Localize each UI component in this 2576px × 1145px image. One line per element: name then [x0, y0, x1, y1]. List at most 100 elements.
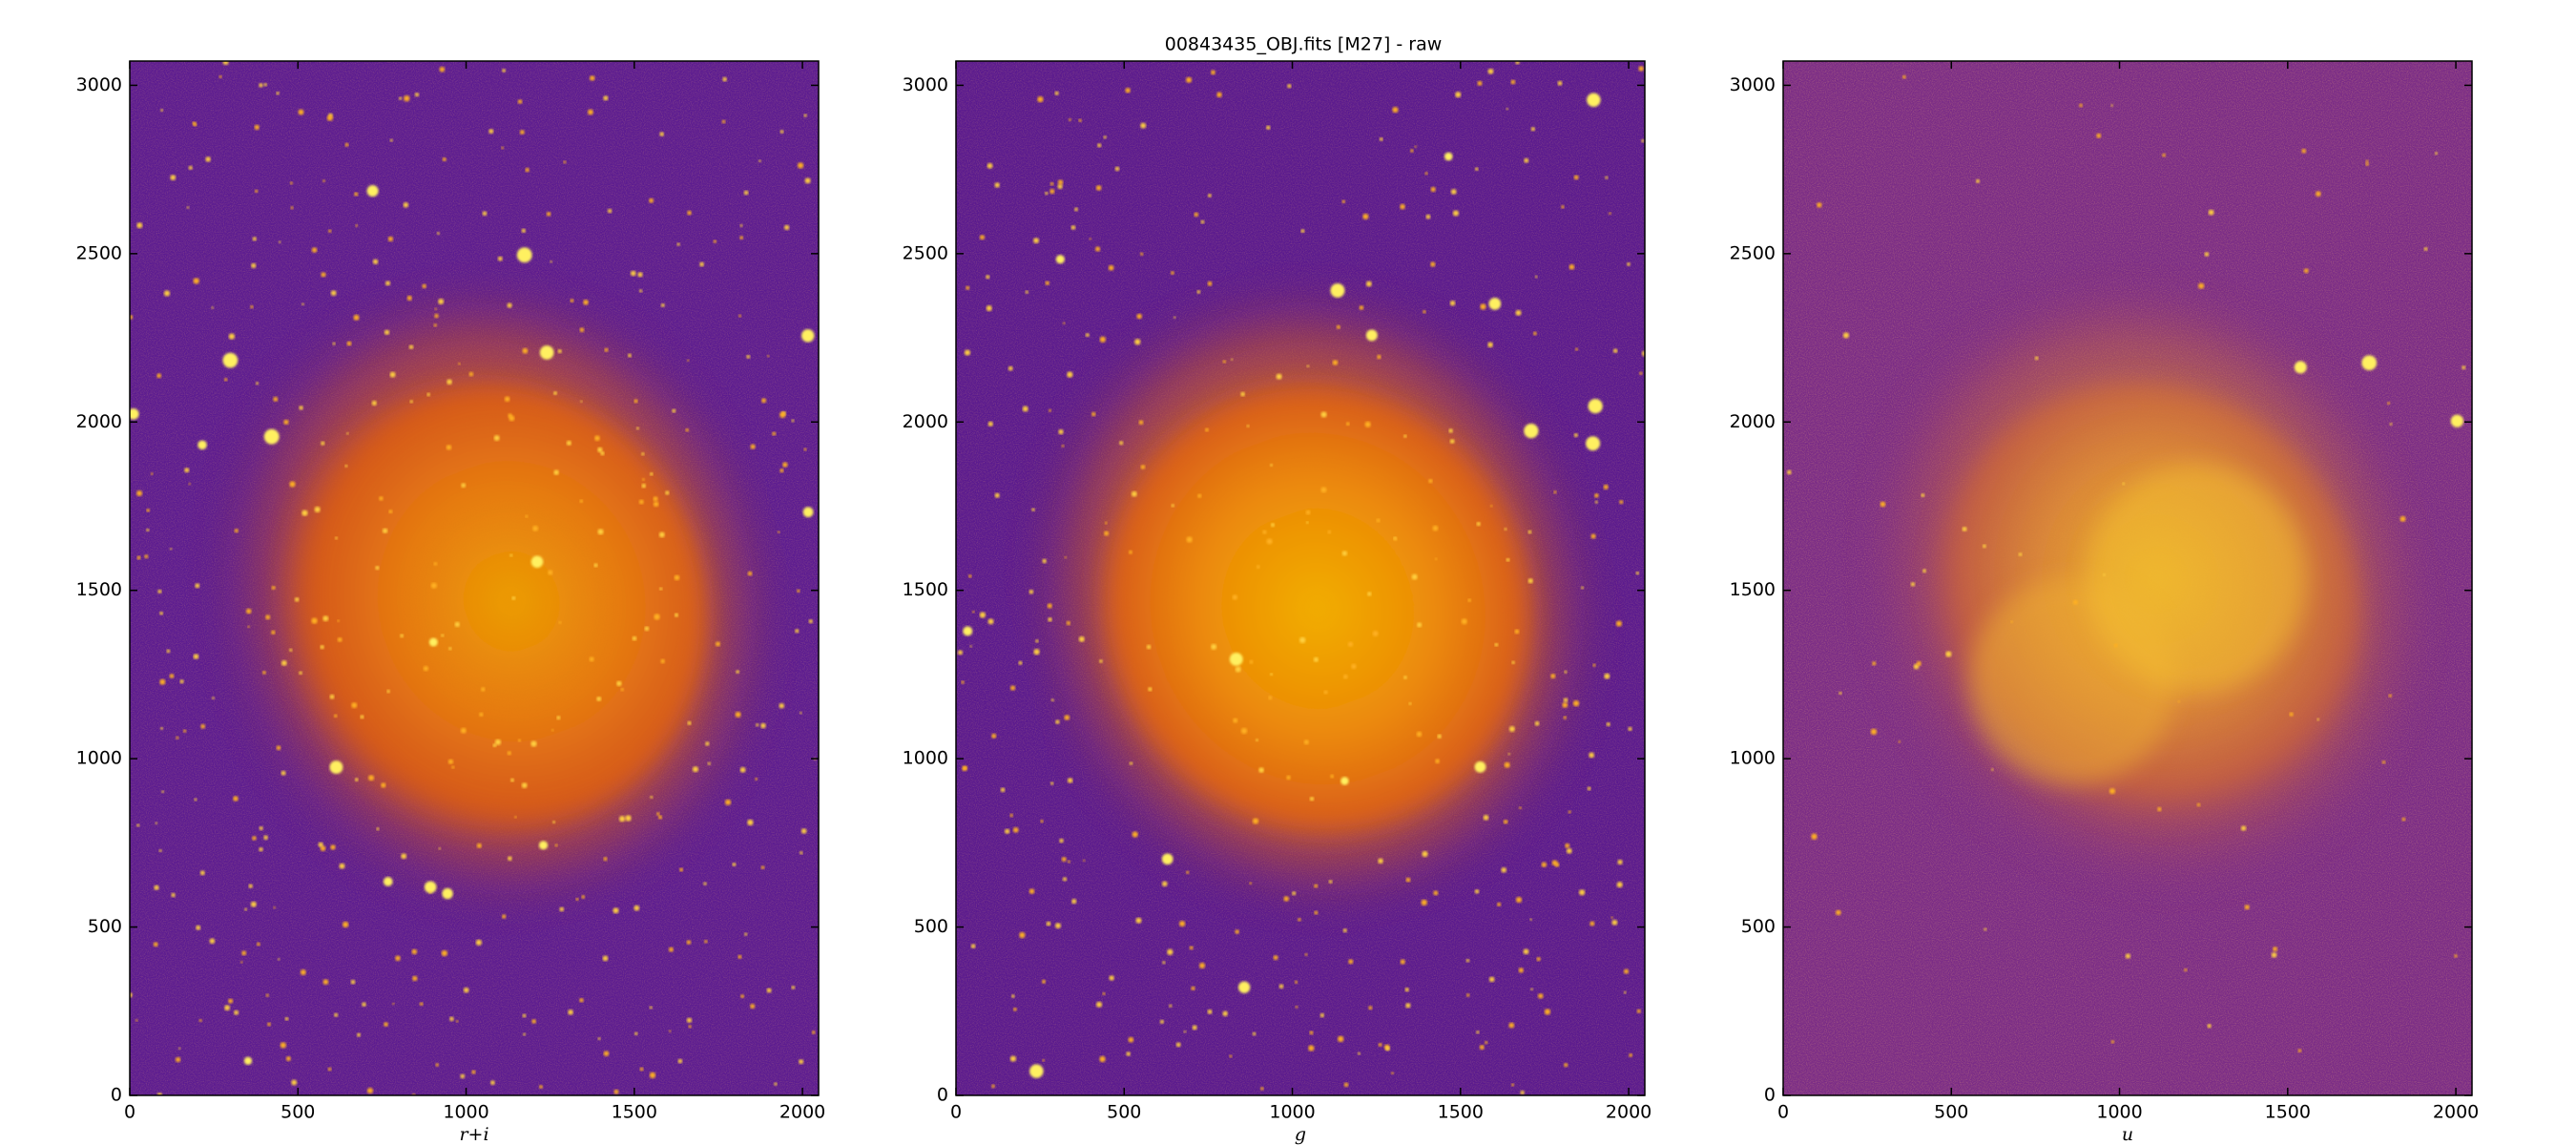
star: [289, 181, 293, 185]
star: [379, 496, 384, 501]
star: [366, 185, 379, 198]
star: [1839, 691, 1842, 696]
star: [146, 509, 151, 512]
star: [1235, 929, 1239, 934]
star: [1641, 350, 1645, 357]
x-tick-label: 0: [124, 1102, 135, 1123]
star: [243, 1056, 253, 1066]
star: [1211, 70, 1215, 75]
star: [654, 614, 660, 620]
star: [803, 114, 807, 117]
star: [774, 1082, 778, 1086]
star: [1049, 188, 1055, 195]
star: [251, 262, 257, 269]
star: [522, 347, 529, 354]
star: [1615, 620, 1622, 627]
x-tick-label: 0: [1777, 1102, 1789, 1123]
star: [1365, 329, 1378, 342]
star: [1504, 761, 1510, 768]
star: [222, 352, 239, 368]
star: [1604, 673, 1610, 679]
star: [375, 566, 380, 571]
star: [523, 1032, 527, 1036]
star: [685, 427, 689, 432]
star: [1200, 219, 1205, 224]
star: [263, 428, 280, 445]
star: [1575, 347, 1579, 351]
star: [504, 396, 510, 402]
star: [800, 828, 807, 834]
star: [502, 68, 507, 73]
star: [159, 678, 166, 685]
star: [1452, 210, 1460, 217]
star: [1161, 853, 1174, 865]
star: [510, 778, 514, 782]
star: [797, 589, 800, 593]
star: [259, 826, 263, 831]
star: [284, 1016, 289, 1021]
star: [1059, 838, 1064, 843]
star: [455, 1020, 459, 1023]
star: [508, 413, 512, 418]
star: [1510, 79, 1516, 85]
star: [677, 1058, 683, 1064]
star: [155, 822, 158, 825]
star: [1078, 118, 1082, 122]
star: [1527, 530, 1532, 534]
star: [1592, 663, 1596, 667]
star: [163, 290, 171, 297]
star: [259, 847, 263, 852]
star: [1910, 582, 1916, 587]
star: [1563, 697, 1568, 703]
star: [516, 247, 532, 263]
star: [1617, 859, 1623, 865]
star: [153, 942, 158, 947]
star: [1102, 991, 1106, 995]
star: [1404, 988, 1409, 992]
star: [1067, 778, 1073, 783]
star: [1568, 810, 1571, 814]
star: [521, 782, 528, 788]
star: [1309, 797, 1315, 802]
star: [1612, 348, 1618, 353]
star: [1411, 573, 1418, 580]
star: [2450, 414, 2464, 427]
nebula: [276, 383, 707, 835]
y-tick-label: 0: [937, 1085, 948, 1106]
star: [641, 483, 647, 489]
star: [1416, 731, 1423, 738]
star: [1476, 1030, 1480, 1034]
star: [2294, 361, 2307, 374]
star: [634, 399, 638, 404]
star: [1308, 1045, 1315, 1051]
star: [1305, 510, 1311, 515]
star: [2273, 947, 2278, 952]
star: [136, 222, 143, 229]
star: [563, 160, 567, 164]
star: [1405, 877, 1411, 883]
star: [800, 711, 802, 715]
star: [1128, 1036, 1134, 1043]
star: [1135, 917, 1142, 924]
star: [1186, 76, 1193, 83]
star: [322, 979, 329, 985]
star: [1074, 207, 1078, 212]
x-axis-label: g: [1295, 1124, 1306, 1145]
star: [311, 247, 318, 253]
star: [1455, 92, 1462, 98]
star: [559, 906, 565, 912]
star: [1068, 118, 1071, 121]
star: [256, 942, 260, 947]
star: [1064, 555, 1068, 559]
star: [603, 857, 608, 862]
star: [1205, 427, 1209, 432]
star: [1146, 644, 1152, 650]
star: [1898, 740, 1901, 743]
star: [1270, 464, 1273, 467]
star: [479, 712, 484, 717]
star: [1519, 806, 1522, 810]
star: [1594, 500, 1598, 504]
star: [1461, 618, 1467, 625]
star: [1444, 152, 1453, 161]
star: [355, 224, 359, 227]
